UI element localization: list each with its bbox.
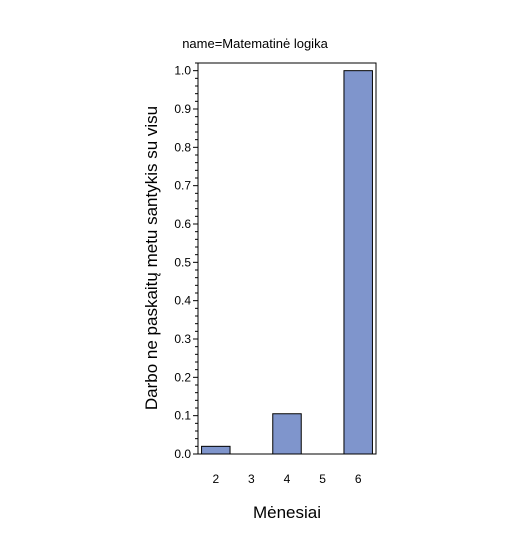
y-tick-label: 0.1 (174, 409, 191, 423)
chart-title: name=Matematinė logika (182, 36, 328, 51)
y-tick-label: 0.5 (174, 255, 191, 269)
y-tick-label: 0.4 (174, 294, 191, 308)
bar-6 (343, 70, 373, 455)
y-tick-label: 0.3 (174, 332, 191, 346)
y-tick-label: 1.0 (174, 64, 191, 78)
x-tick-label: 6 (355, 472, 362, 486)
x-axis-label: Mėnesiai (253, 503, 321, 522)
y-tick-label: 0.0 (174, 447, 191, 461)
x-axis: 2 3 4 5 6 (212, 472, 361, 486)
x-tick-label: 3 (248, 472, 255, 486)
x-tick-label: 5 (319, 472, 326, 486)
bar-4 (272, 413, 302, 455)
y-tick-label: 0.8 (174, 140, 191, 154)
y-tick-label: 0.7 (174, 179, 191, 193)
y-tick-label: 0.2 (174, 370, 191, 384)
y-axis: 0.0 0.1 0.2 0.3 0.4 0.5 0.6 0.7 0.8 0.9 1.0 (174, 62, 198, 461)
x-tick-label: 2 (212, 472, 219, 486)
x-tick-label: 4 (284, 472, 291, 486)
bar-2 (201, 445, 231, 455)
y-tick-label: 0.6 (174, 217, 191, 231)
y-axis-label: Darbo ne paskaitų metu santykis su visu (142, 106, 161, 410)
bars (201, 70, 373, 455)
y-tick-label: 0.9 (174, 102, 191, 116)
